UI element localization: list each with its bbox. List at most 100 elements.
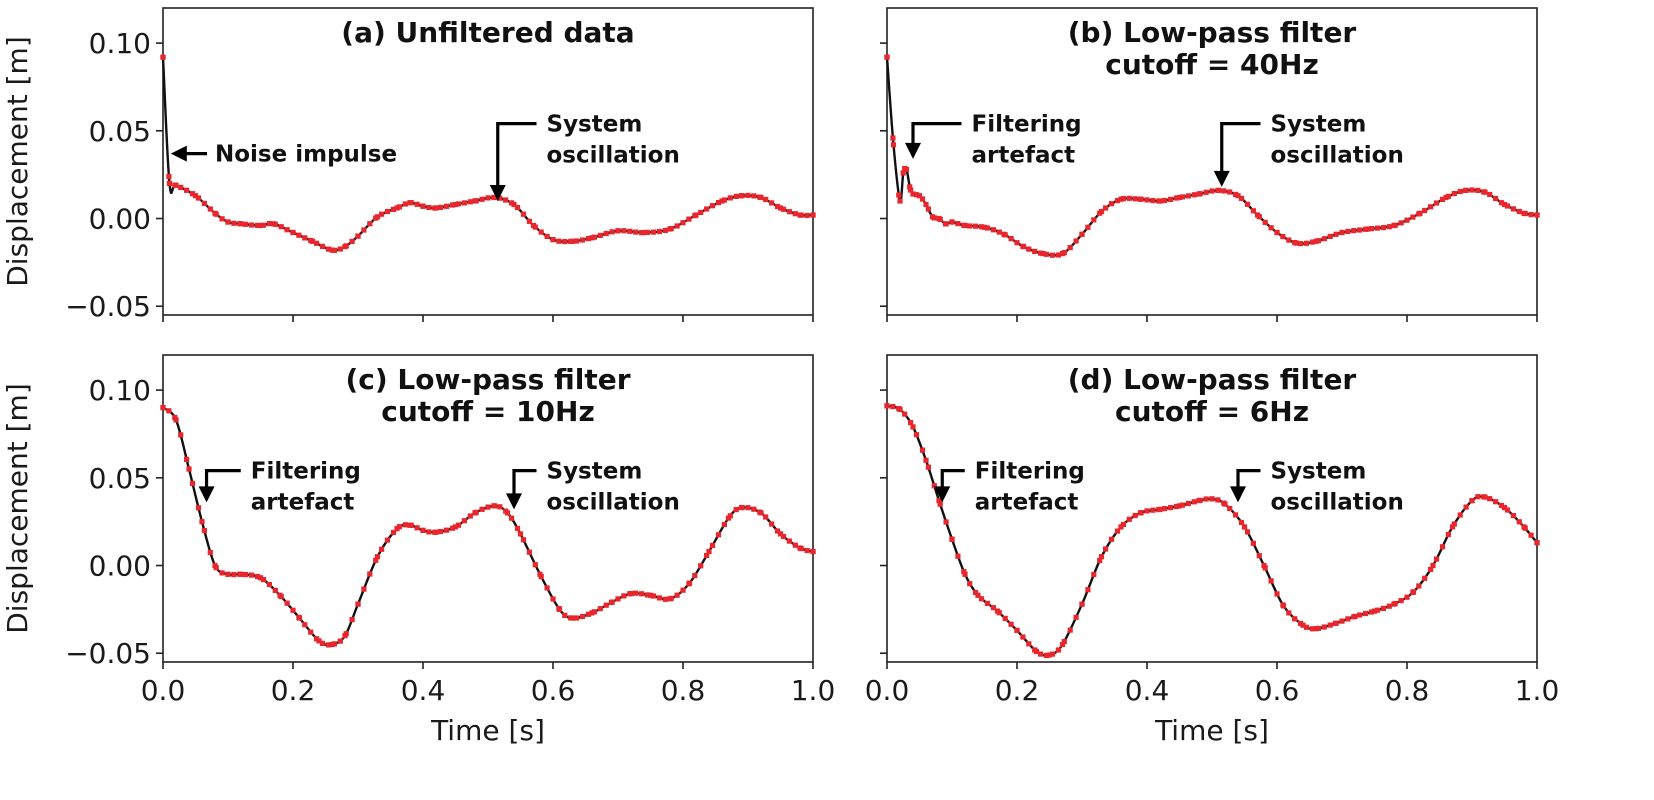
data-point-marker — [319, 243, 326, 249]
x-tick-label: 0.8 — [1385, 674, 1430, 707]
data-point-marker — [967, 581, 973, 587]
data-point-marker — [1238, 195, 1245, 201]
data-point-marker — [1173, 503, 1180, 510]
data-point-marker — [249, 222, 255, 228]
data-point-marker — [1197, 497, 1203, 503]
data-point-marker — [644, 229, 651, 235]
annotation-label: System — [1271, 459, 1367, 485]
data-point-marker — [390, 206, 397, 212]
annotation-arrowhead — [170, 145, 187, 162]
data-point-marker — [243, 221, 249, 227]
data-point-marker — [1173, 195, 1180, 201]
data-point-marker — [231, 220, 237, 226]
x-tick-label: 0.4 — [1125, 674, 1170, 707]
annotation-arrow-line — [1236, 469, 1261, 489]
data-point-marker — [627, 591, 633, 597]
data-point-marker — [479, 506, 485, 512]
data-point-marker — [426, 529, 432, 535]
annotation: System oscillation — [1230, 459, 1404, 516]
data-point-marker — [1534, 540, 1540, 546]
data-point-marker — [1244, 201, 1251, 207]
data-point-marker — [189, 191, 196, 197]
data-point-marker — [325, 642, 332, 648]
data-point-marker — [1516, 208, 1522, 215]
data-point-marker — [1114, 528, 1121, 534]
data-point-marker — [257, 222, 264, 229]
data-point-marker — [1392, 222, 1398, 228]
data-point-marker — [1303, 624, 1310, 630]
data-point-marker — [1433, 556, 1440, 562]
data-point-marker — [1055, 647, 1061, 653]
data-point-marker — [656, 595, 662, 601]
data-point-marker — [373, 557, 379, 563]
data-point-marker — [1221, 188, 1227, 194]
annotation: System oscillation — [1213, 112, 1404, 187]
data-point-marker — [923, 457, 929, 463]
data-point-marker — [975, 592, 981, 598]
data-point-marker — [1256, 553, 1262, 559]
data-point-marker — [408, 200, 414, 206]
data-point-marker — [1410, 214, 1416, 220]
data-point-marker — [455, 522, 462, 528]
data-point-marker — [402, 522, 408, 528]
data-point-marker — [491, 194, 497, 200]
data-point-marker — [396, 204, 402, 210]
data-point-marker — [674, 223, 680, 229]
data-point-marker — [296, 614, 302, 620]
data-point-marker — [1498, 200, 1505, 206]
data-point-marker — [509, 515, 515, 521]
data-point-marker — [1150, 507, 1156, 513]
data-point-marker — [609, 229, 615, 235]
data-point-marker — [1268, 225, 1274, 231]
data-point-marker — [254, 222, 261, 228]
panel-d: 0.0 0.2 0.4 0.6 0.8 1.0 Time [s] (d) Low-pass f… — [865, 354, 1560, 747]
data-point-marker — [1522, 525, 1528, 531]
data-point-marker — [1481, 189, 1487, 195]
data-point-marker — [1345, 228, 1351, 234]
x-tick-label: 1.0 — [1515, 674, 1560, 707]
x-tick-label: 1.0 — [791, 674, 836, 707]
data-point-marker — [1020, 243, 1026, 249]
data-point-marker — [1386, 603, 1392, 609]
data-point-marker — [556, 238, 562, 244]
data-point-marker — [1215, 187, 1221, 193]
data-point-marker — [780, 533, 787, 540]
data-point-marker — [978, 224, 985, 230]
data-point-marker — [706, 548, 712, 555]
y-tick-label: 0.10 — [89, 374, 151, 407]
data-point-marker — [544, 233, 550, 239]
annotation-arrowhead — [506, 493, 522, 510]
data-point-marker — [186, 466, 192, 472]
data-point-marker — [745, 505, 751, 511]
data-point-marker — [1416, 583, 1422, 589]
data-point-marker — [1469, 187, 1475, 193]
data-point-marker — [1433, 200, 1440, 206]
data-point-marker — [1398, 220, 1404, 226]
data-point-marker — [562, 239, 568, 245]
data-point-marker — [774, 528, 781, 534]
data-point-marker — [715, 200, 722, 206]
data-point-marker — [1262, 219, 1268, 225]
data-point-marker — [574, 615, 580, 621]
data-point-marker — [1451, 191, 1457, 197]
data-point-marker — [923, 201, 929, 208]
data-point-marker — [550, 596, 556, 602]
data-point-marker — [172, 182, 178, 188]
data-point-marker — [1457, 188, 1463, 195]
data-point-marker — [733, 507, 739, 513]
data-point-marker — [461, 200, 467, 206]
panel-title: (a) Unfiltered data — [341, 16, 634, 49]
x-tick-label: 0.0 — [141, 674, 186, 707]
data-point-marker — [633, 590, 639, 596]
data-point-marker — [1144, 197, 1150, 203]
y-axis-label: Displacement [m] — [1, 36, 34, 287]
data-point-marker — [1351, 614, 1357, 620]
data-point-marker — [1227, 505, 1233, 512]
data-point-marker — [1410, 589, 1416, 595]
data-point-marker — [1038, 250, 1044, 256]
data-point-marker — [757, 194, 763, 200]
data-point-marker — [257, 575, 264, 581]
data-point-marker — [178, 432, 184, 438]
y-tick-label: 0.10 — [89, 27, 151, 60]
